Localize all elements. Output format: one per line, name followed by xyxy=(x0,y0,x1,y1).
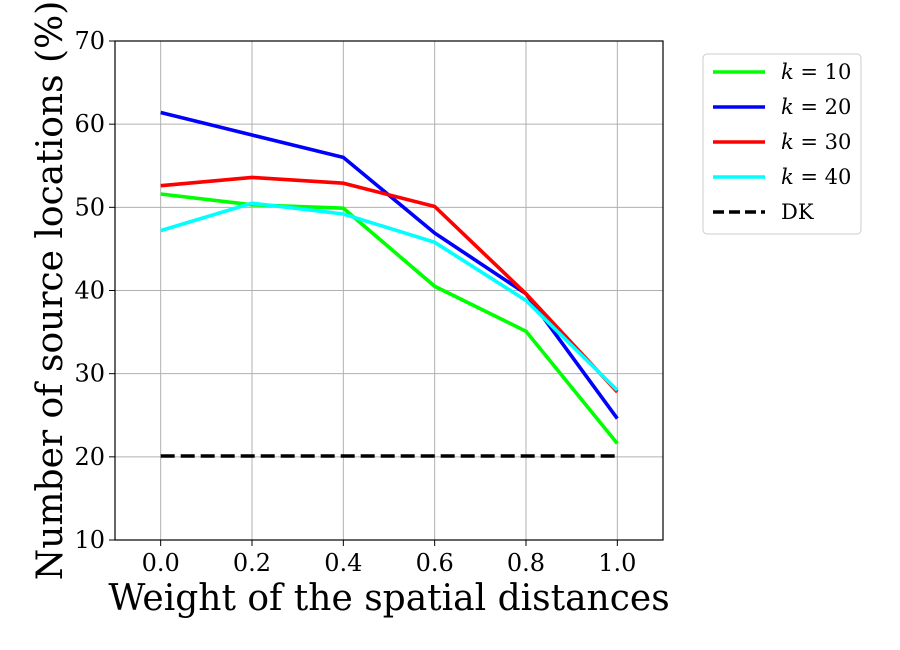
y-tick-label: 70 xyxy=(74,27,105,55)
legend-var: k xyxy=(781,60,794,84)
y-tick-label: 10 xyxy=(74,526,105,554)
x-tick-label: 0.8 xyxy=(507,549,545,577)
series-line-3 xyxy=(160,201,619,392)
y-tick-label: 60 xyxy=(74,110,105,138)
y-tick-label: 50 xyxy=(74,193,105,221)
grid-lines xyxy=(115,41,663,540)
x-axis-ticks: 0.0 0.2 0.4 0.6 0.8 1.0 xyxy=(142,540,636,577)
legend-entry: k = 20 xyxy=(781,95,851,119)
series-line-0 xyxy=(160,192,619,445)
legend-entry: k = 40 xyxy=(781,165,851,189)
y-tick-label: 40 xyxy=(74,277,105,305)
legend-entry: DK xyxy=(781,200,814,224)
series-line-2 xyxy=(160,175,619,394)
legend-label: = 10 xyxy=(794,60,852,84)
legend-label: = 30 xyxy=(794,130,852,154)
x-tick-label: 0.2 xyxy=(233,549,271,577)
y-axis-title: Number of source locations (%) xyxy=(30,1,71,581)
y-axis-ticks: 10 20 30 40 50 60 70 xyxy=(74,27,115,554)
x-tick-label: 0.6 xyxy=(416,549,454,577)
legend-entry: k = 10 xyxy=(781,60,851,84)
y-tick-label: 30 xyxy=(74,360,105,388)
x-axis-title: Weight of the spatial distances xyxy=(108,578,669,619)
legend-label: DK xyxy=(781,200,814,224)
series-lines xyxy=(160,110,619,458)
x-tick-label: 1.0 xyxy=(598,549,636,577)
legend-label: = 20 xyxy=(794,95,852,119)
legend-var: k xyxy=(781,95,794,119)
x-tick-label: 0.4 xyxy=(324,549,362,577)
legend-var: k xyxy=(781,130,794,154)
x-tick-label: 0.0 xyxy=(142,549,180,577)
series-line-1 xyxy=(160,110,619,420)
y-tick-label: 20 xyxy=(74,443,105,471)
legend-box xyxy=(702,53,862,235)
legend-entry: k = 30 xyxy=(781,130,851,154)
legend-var: k xyxy=(781,165,794,189)
legend-label: = 40 xyxy=(794,165,852,189)
